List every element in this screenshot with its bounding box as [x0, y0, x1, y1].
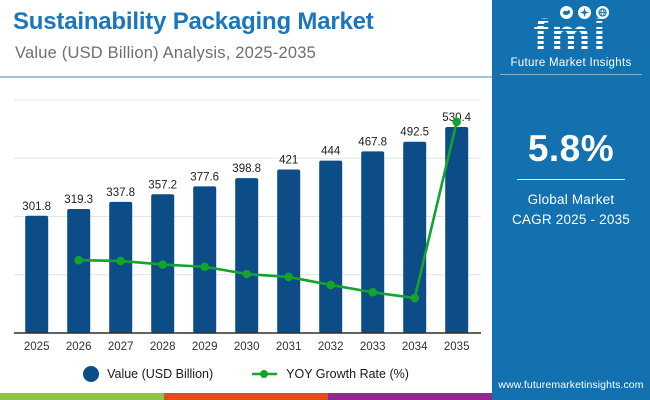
brand-color-strip: [0, 393, 492, 400]
yoy-marker: [158, 260, 167, 269]
strip-purple: [328, 393, 492, 400]
bar-value-label: 467.8: [358, 136, 387, 148]
x-axis-label: 2030: [234, 341, 260, 353]
bar-2033: [361, 151, 385, 333]
fmi-logo-subtext: Future Market Insights: [510, 57, 632, 70]
fmi-logo-text: fmi: [500, 13, 642, 58]
cagr-label-line2: CAGR 2025 - 2035: [511, 212, 631, 228]
legend-item-value: Value (USD Billion): [83, 366, 213, 382]
fmi-logo: fmi Future Market Insights: [500, 5, 642, 76]
legend-label-value: Value (USD Billion): [107, 367, 214, 381]
bar-2032: [319, 160, 343, 333]
bar-value-label: 444: [321, 146, 341, 158]
x-axis-label: 2025: [24, 341, 50, 353]
cagr-divider: [517, 179, 625, 180]
brand-sidebar: fmi Future Market Insights 5.8% Global M…: [492, 0, 650, 400]
legend-item-yoy: YOY Growth Rate (%): [251, 367, 409, 381]
market-value-chart: 301.8 319.3 337.8 357.2 377.6 398.8 421 444 467.…: [14, 99, 481, 353]
bar-value-label: 492.5: [400, 127, 429, 139]
bar-value-label: 301.8: [22, 201, 51, 213]
bar-value-label: 319.3: [64, 194, 93, 206]
bar-2027: [109, 201, 133, 333]
x-axis-label: 2033: [360, 341, 386, 353]
bar-series-swatch-icon: [83, 366, 100, 382]
legend-label-yoy: YOY Growth Rate (%): [286, 367, 409, 381]
bar-2029: [193, 186, 217, 333]
x-axis-label: 2035: [444, 341, 470, 353]
bar-value-label: 421: [279, 155, 298, 167]
bar-value-label: 357.2: [148, 179, 177, 191]
bar-2035: [445, 127, 469, 333]
compass-icon: [577, 6, 591, 19]
strip-orange: [164, 393, 328, 400]
fmi-logo-icons: [526, 5, 642, 20]
header-divider: [0, 76, 492, 78]
strip-green: [0, 393, 164, 400]
bar-2030: [235, 178, 259, 333]
x-axis-label: 2026: [66, 341, 92, 353]
bar-2025: [25, 215, 49, 333]
x-axis-label: 2032: [318, 341, 344, 353]
globe-icon: [595, 6, 609, 19]
chart-panel: Sustainability Packaging Market Value (U…: [0, 8, 492, 400]
yoy-growth-line: [78, 121, 458, 300]
yoy-marker: [74, 255, 83, 265]
cagr-block: 5.8% Global Market CAGR 2025 - 2035: [492, 128, 650, 231]
yoy-marker: [326, 280, 336, 290]
yoy-marker: [284, 272, 294, 282]
yoy-marker: [242, 269, 251, 279]
page-subtitle: Value (USD Billion) Analysis, 2025-2035: [15, 44, 316, 62]
yoy-marker: [452, 117, 462, 127]
x-axis-label: 2034: [402, 341, 428, 353]
bar-2026: [67, 209, 91, 333]
yoy-marker: [410, 293, 420, 303]
cagr-value: 5.8%: [527, 128, 615, 169]
x-axis-label: 2029: [192, 341, 218, 353]
bar-2031: [277, 169, 301, 333]
bar-value-label: 377.6: [190, 171, 219, 183]
line-series-swatch-icon: [252, 370, 278, 378]
yoy-marker: [200, 262, 209, 272]
bar-2034: [403, 141, 427, 333]
bar-value-label: 337.8: [106, 187, 135, 199]
page-title: Sustainability Packaging Market: [13, 8, 374, 35]
yoy-marker: [116, 256, 125, 266]
x-axis-label: 2031: [276, 341, 302, 353]
yoy-marker: [368, 287, 378, 297]
map-icon: [559, 6, 573, 19]
bar-value-label: 398.8: [232, 163, 261, 175]
x-axis-label: 2028: [150, 341, 176, 353]
website-link[interactable]: www.futuremarketinsights.com: [498, 379, 644, 391]
chart-legend: Value (USD Billion) YOY Growth Rate (%): [0, 366, 492, 382]
cagr-label-line1: Global Market: [527, 192, 615, 207]
x-axis-label: 2027: [108, 341, 134, 353]
